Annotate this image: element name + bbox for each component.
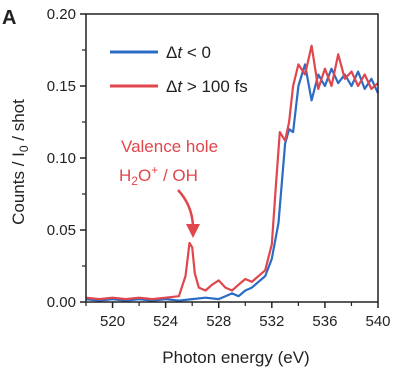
- legend: Δt < 0 Δt > 100 fs: [110, 43, 248, 96]
- y-tick-label: 0.10: [47, 150, 76, 167]
- x-tick-label: 528: [206, 313, 231, 330]
- x-tick-label: 536: [312, 313, 337, 330]
- y-tick-label: 0.20: [47, 6, 76, 23]
- annotation-line1: Valence hole: [121, 137, 218, 156]
- panel-label: A: [2, 7, 16, 29]
- x-tick-label: 540: [365, 313, 390, 330]
- y-tick-label: 0.05: [47, 222, 76, 239]
- annotation-arrow: [177, 189, 195, 227]
- y-axis-label: Counts / I0 / shot: [9, 99, 31, 225]
- x-tick-label: 524: [153, 313, 178, 330]
- legend-label-blue: Δt < 0: [166, 43, 211, 62]
- annotation-line2: H2O+ / OH: [119, 163, 198, 188]
- y-tick-label: 0.00: [47, 294, 76, 311]
- series-line-blue: [85, 63, 379, 302]
- y-tick-label: 0.15: [47, 78, 76, 95]
- series-line-red: [85, 44, 379, 301]
- x-tick-label: 520: [100, 313, 125, 330]
- plot-frame: [85, 13, 379, 303]
- x-axis-label: Photon energy (eV): [162, 348, 309, 367]
- annotation-arrowhead: [186, 224, 200, 238]
- x-tick-label: 532: [259, 313, 284, 330]
- legend-label-red: Δt > 100 fs: [166, 77, 248, 96]
- annotation-valence-hole: Valence hole H2O+ / OH: [119, 137, 218, 238]
- y-axis-label-subscript: 0: [17, 145, 31, 152]
